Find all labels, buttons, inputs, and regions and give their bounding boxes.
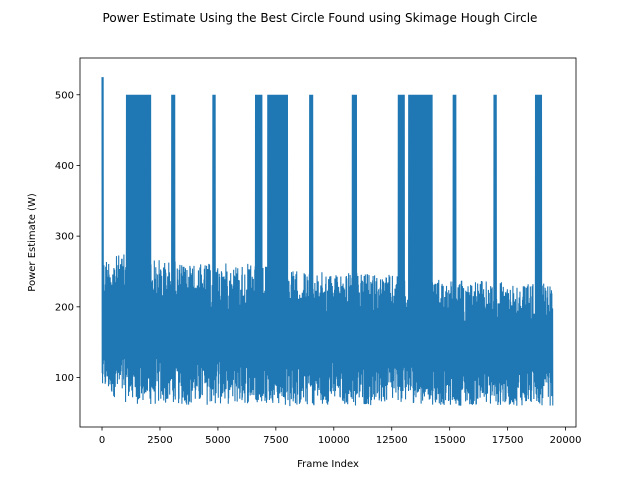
y-tick-label: 500	[55, 90, 74, 101]
y-axis: 100 200 300 400 500	[55, 90, 80, 384]
series-line	[101, 77, 554, 407]
x-tick-label: 5000	[205, 435, 230, 446]
x-tick-label: 2500	[147, 435, 172, 446]
y-tick-label: 400	[55, 161, 74, 172]
x-tick-label: 7500	[263, 435, 288, 446]
y-tick-label: 200	[55, 302, 74, 313]
x-tick-label: 12500	[376, 435, 408, 446]
y-axis-label: Power Estimate (W)	[27, 193, 38, 292]
x-tick-label: 20000	[550, 435, 582, 446]
x-axis: 0 2500 5000 7500 10000 12500 15000 17500 20000	[99, 427, 582, 446]
x-tick-label: 10000	[318, 435, 350, 446]
x-tick-label: 17500	[492, 435, 524, 446]
x-axis-label: Frame Index	[297, 459, 359, 470]
x-tick-label: 15000	[434, 435, 466, 446]
x-tick-label: 0	[99, 435, 105, 446]
chart-title: Power Estimate Using the Best Circle Fou…	[103, 11, 538, 25]
y-tick-label: 100	[55, 373, 74, 384]
plot-area	[101, 77, 554, 407]
y-tick-label: 300	[55, 232, 74, 243]
axes-frame	[79, 57, 577, 428]
